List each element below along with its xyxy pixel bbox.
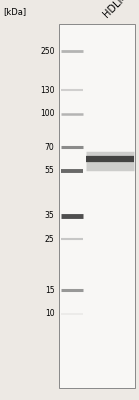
Text: 15: 15 — [45, 286, 54, 295]
Text: 130: 130 — [40, 86, 54, 95]
Text: 250: 250 — [40, 46, 54, 56]
Text: 25: 25 — [45, 235, 54, 244]
Text: 35: 35 — [45, 211, 54, 220]
Text: HDLM-2: HDLM-2 — [101, 0, 136, 20]
Text: 100: 100 — [40, 109, 54, 118]
Text: 10: 10 — [45, 309, 54, 318]
Text: [kDa]: [kDa] — [3, 7, 26, 16]
Text: 55: 55 — [45, 166, 54, 175]
Text: 70: 70 — [45, 142, 54, 152]
Bar — [59, 24, 135, 388]
